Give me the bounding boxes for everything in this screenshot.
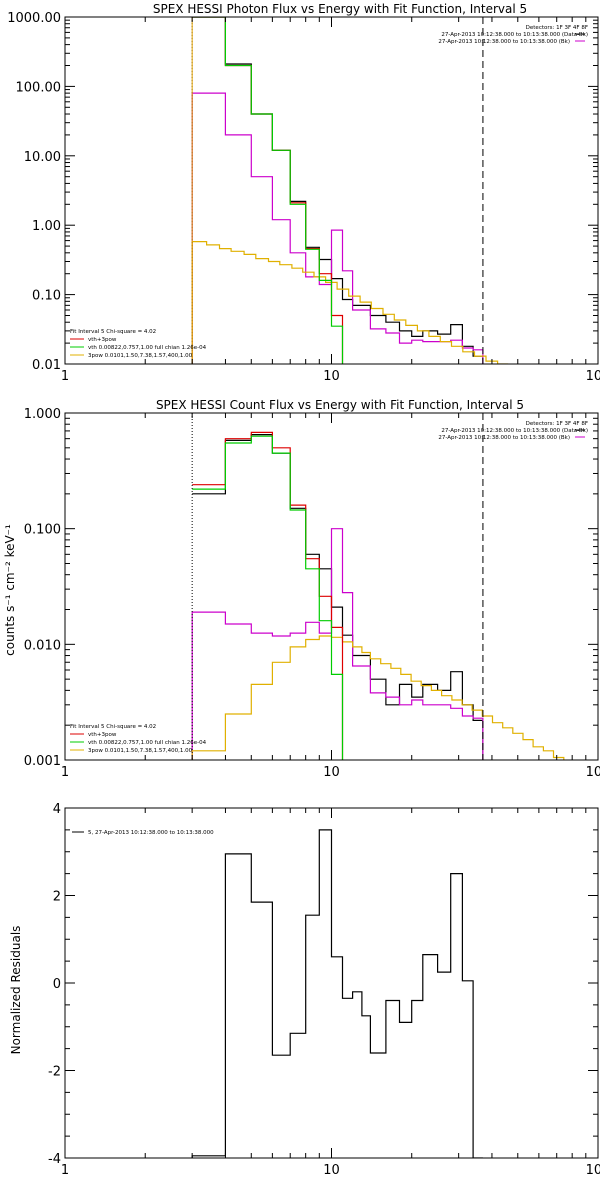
y-tick-label: -2 [48, 1065, 61, 1080]
legend-bl-line: vth 0.00822,0.757,1.00 full chian 1.26e-… [88, 740, 207, 746]
y-tick-label: -4 [48, 1152, 61, 1167]
legend-tr-line: 27-Apr-2013 10:12:38.000 to 10:13:38.000… [441, 428, 588, 434]
x-tick-label: 10 [323, 1163, 340, 1178]
panel-title: SPEX HESSI Photon Flux vs Energy with Fi… [153, 2, 527, 16]
legend-bl-line: Fit Interval 5 Chi-square = 4.02 [70, 724, 156, 730]
legend-tr-line: 27-Apr-2013 10:12:38.000 to 10:13:38.000… [438, 435, 570, 441]
series-green [192, 435, 344, 760]
x-tick-label: 100 [586, 765, 600, 780]
legend-bl-line: 3pow 0.0101,1.50,7.38,1.57,400,1.00 [88, 748, 193, 754]
legend-tr-line: 27-Apr-2013 10:12:38.000 to 10:13:38.000… [441, 32, 588, 38]
legend-tr-line: Detectors: 1F 3F 4F 8F [526, 421, 588, 427]
count-flux-panel: SPEX HESSI Count Flux vs Energy with Fit… [3, 398, 600, 780]
series-residuals [191, 829, 483, 1158]
plot-area [191, 413, 565, 760]
y-tick-label: 1.00 [32, 219, 61, 234]
photon-flux-panel: SPEX HESSI Photon Flux vs Energy with Fi… [7, 2, 600, 384]
y-tick-label: 0.010 [24, 638, 61, 653]
plot-area [191, 17, 509, 364]
legend-bl-line: Fit Interval 5 Chi-square = 4.02 [70, 329, 156, 335]
legend-tr-line: 27-Apr-2013 10:12:38.000 to 10:13:38.000… [438, 39, 570, 45]
panel-title: SPEX HESSI Count Flux vs Energy with Fit… [156, 398, 524, 412]
x-tick-label: 100 [586, 369, 600, 384]
legend-bl-line: vth 0.00822,0.757,1.00 full chian 1.26e-… [88, 345, 207, 351]
series-data [192, 434, 484, 760]
y-tick-label: 0.001 [24, 754, 61, 769]
x-tick-label: 10 [323, 369, 340, 384]
series-pink [191, 528, 484, 760]
x-tick-label: 1 [61, 369, 69, 384]
y-tick-label: 10.00 [24, 150, 61, 165]
x-tick-label: 10 [323, 765, 340, 780]
series-data [192, 17, 484, 364]
y-tick-label: 0.10 [32, 289, 61, 304]
legend-tl-line: 5, 27-Apr-2013 10:12:38.000 to 10:13:38.… [88, 830, 214, 836]
y-tick-label: 4 [53, 802, 61, 817]
y-tick-label: 2 [53, 890, 61, 905]
y-tick-label: 1000.00 [7, 11, 61, 26]
y-tick-label: 100.00 [16, 80, 62, 95]
x-tick-label: 100 [586, 1163, 600, 1178]
y-axis-label: Normalized Residuals [9, 926, 23, 1055]
legend-tr-line: Detectors: 1F 3F 4F 8F [526, 25, 588, 31]
x-tick-label: 1 [61, 1163, 69, 1178]
series-red [192, 17, 344, 364]
x-tick-label: 1 [61, 765, 69, 780]
series-yellow [191, 635, 565, 760]
plot-area [191, 829, 483, 1158]
legend-bl-line: 3pow 0.0101,1.50,7.38,1.57,400,1.00 [88, 353, 193, 359]
series-green [192, 17, 344, 364]
series-pink [191, 92, 484, 364]
legend-bl-line: vth+3pow [88, 337, 117, 343]
y-tick-label: 0.01 [32, 358, 61, 373]
series-yellow [191, 241, 509, 364]
y-axis-label: counts s⁻¹ cm⁻² keV⁻¹ [3, 524, 17, 656]
series-red [192, 431, 344, 760]
y-tick-label: 0 [53, 977, 61, 992]
legend-bl-line: vth+3pow [88, 732, 117, 738]
y-tick-label: 0.100 [24, 523, 61, 538]
residuals-panel: 1 10 100 -4 -2 0 2 4 Normalized Residuals 5, 27… [9, 802, 600, 1178]
y-tick-label: 1.000 [24, 407, 61, 422]
